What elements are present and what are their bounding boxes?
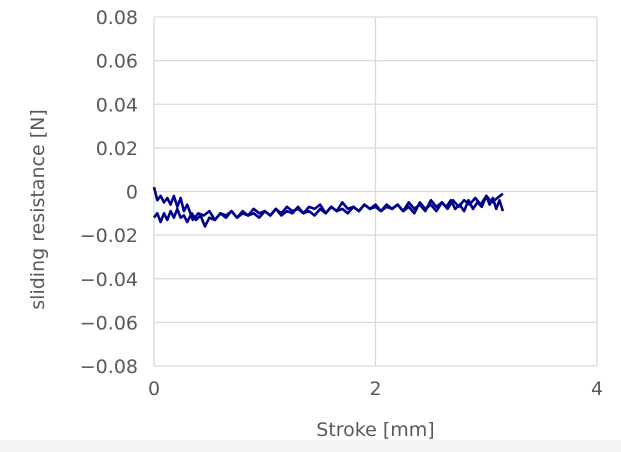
y-axis-title: sliding resistance [N] bbox=[27, 109, 49, 309]
y-tick-label: 0.06 bbox=[96, 51, 138, 73]
y-tick-label: 0.04 bbox=[96, 94, 138, 116]
y-tick-label: 0.08 bbox=[96, 7, 138, 29]
x-tick-label: 4 bbox=[591, 378, 603, 400]
y-tick-label: −0.02 bbox=[80, 225, 138, 247]
y-tick-label: −0.08 bbox=[80, 356, 138, 378]
y-tick-label: 0 bbox=[126, 182, 138, 204]
x-tick-label: 0 bbox=[148, 378, 160, 400]
footer-strip bbox=[0, 440, 621, 452]
x-axis-title: Stroke [mm] bbox=[316, 419, 434, 441]
gridlines bbox=[153, 16, 598, 367]
series-line bbox=[152, 186, 505, 222]
data-lines bbox=[152, 186, 505, 228]
y-tick-label: −0.06 bbox=[80, 312, 138, 334]
y-tick-label: −0.04 bbox=[80, 269, 138, 291]
y-tick-label: 0.02 bbox=[96, 138, 138, 160]
tick-labels: 0.08 0.06 0.04 0.02 0 −0.02 −0.04 −0.06 −0.08 0 2 4 bbox=[80, 7, 603, 400]
x-tick-label: 2 bbox=[369, 378, 381, 400]
